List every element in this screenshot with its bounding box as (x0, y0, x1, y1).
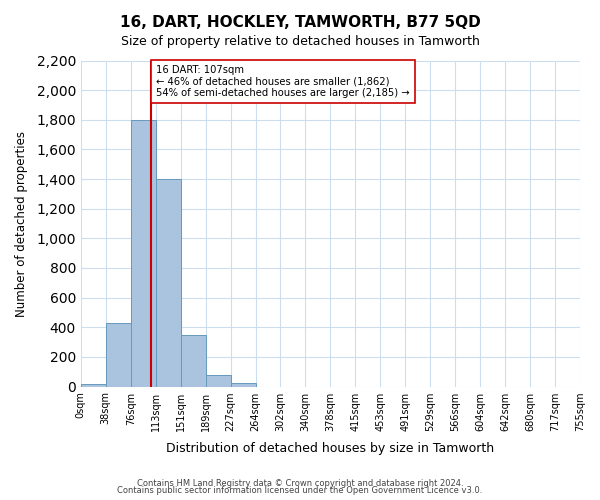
Text: Size of property relative to detached houses in Tamworth: Size of property relative to detached ho… (121, 35, 479, 48)
Bar (206, 374, 230, 386)
Bar (81, 384, 106, 386)
Bar (106, 323, 131, 386)
Text: 16 DART: 107sqm
← 46% of detached houses are smaller (1,862)
54% of semi-detache: 16 DART: 107sqm ← 46% of detached houses… (157, 64, 410, 98)
Bar (155, 179, 181, 386)
X-axis label: Distribution of detached houses by size in Tamworth: Distribution of detached houses by size … (166, 442, 494, 455)
Text: Contains HM Land Registry data © Crown copyright and database right 2024.: Contains HM Land Registry data © Crown c… (137, 478, 463, 488)
Bar (230, 383, 256, 386)
Bar (131, 120, 155, 386)
Bar (181, 334, 206, 386)
Text: 16, DART, HOCKLEY, TAMWORTH, B77 5QD: 16, DART, HOCKLEY, TAMWORTH, B77 5QD (119, 15, 481, 30)
Text: Contains public sector information licensed under the Open Government Licence v3: Contains public sector information licen… (118, 486, 482, 495)
Y-axis label: Number of detached properties: Number of detached properties (15, 130, 28, 316)
